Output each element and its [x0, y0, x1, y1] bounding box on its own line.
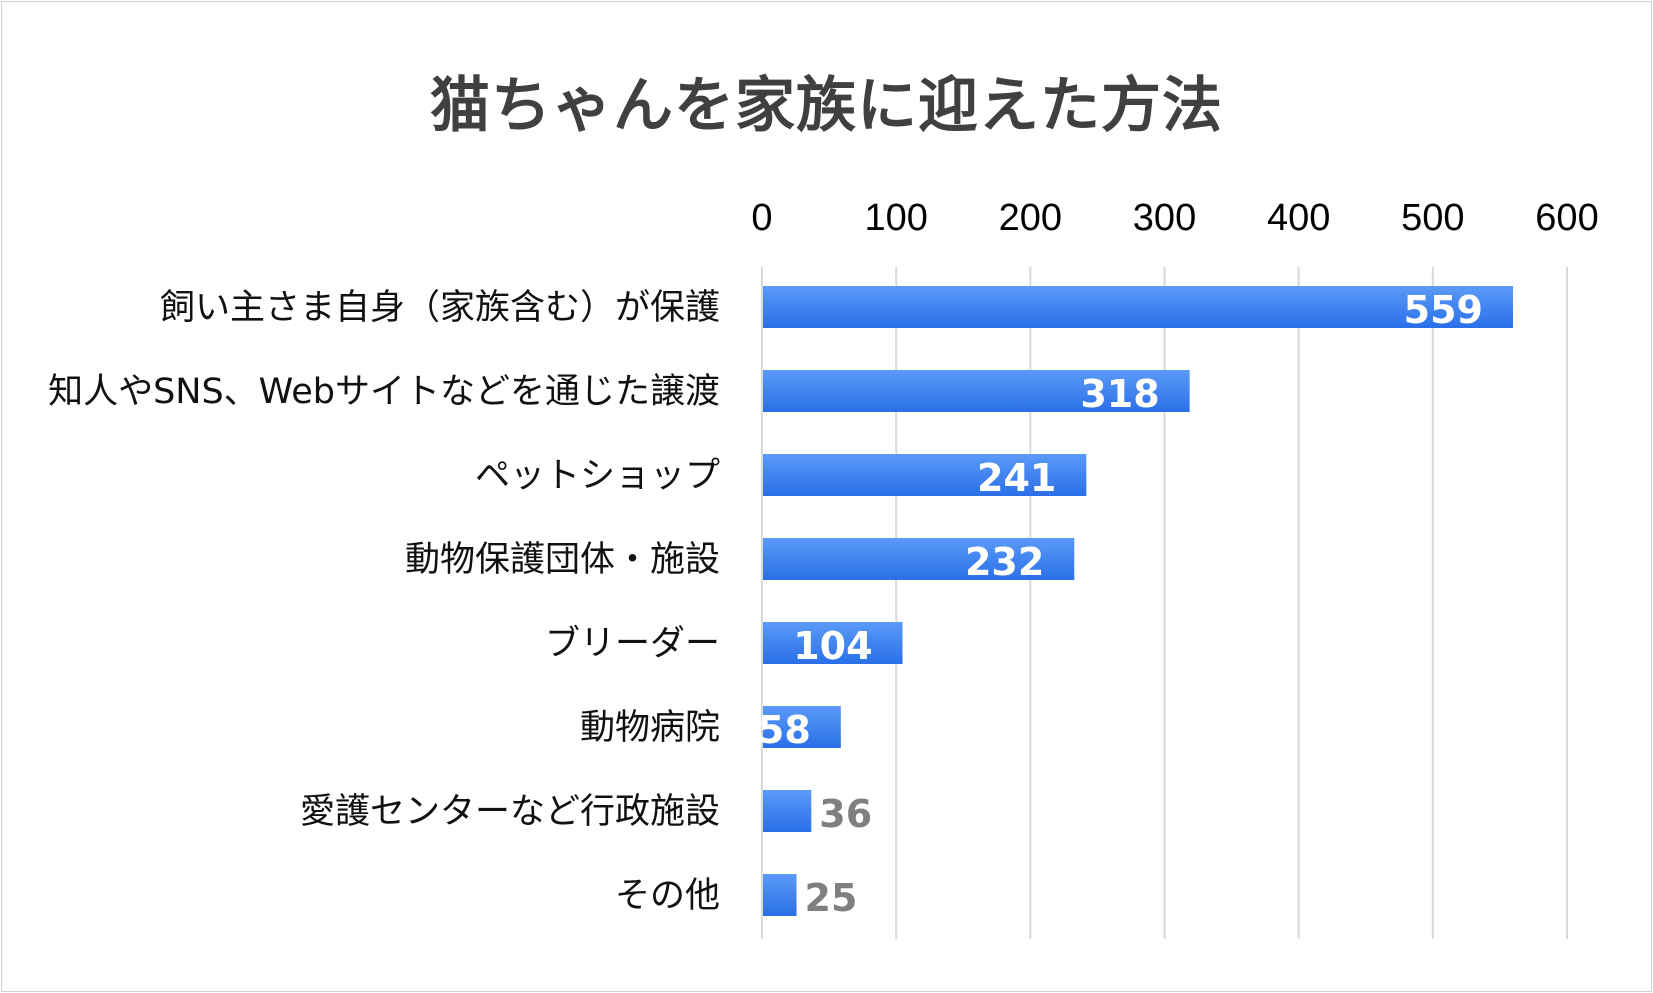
x-axis-ticks: 0 100 200 300 400 500 600: [751, 197, 1598, 239]
category-label-6: 愛護センターなど行政施設: [300, 792, 720, 832]
category-label-4: ブリーダー: [545, 624, 720, 664]
chart-title: 猫ちゃんを家族に迎えた方法: [430, 71, 1223, 141]
bar-0: [763, 286, 1513, 328]
x-tick-label-600: 600: [1535, 197, 1598, 239]
data-label-6: 36: [819, 792, 872, 836]
data-label-2: 241: [977, 456, 1056, 500]
bar-4: [763, 622, 903, 664]
category-label-0: 飼い主さま自身（家族含む）が保護: [160, 288, 720, 328]
x-tick-label-300: 300: [1133, 197, 1196, 239]
bars: [763, 286, 1513, 916]
category-labels: 飼い主さま自身（家族含む）が保護知人やSNS、Webサイトなどを通じた譲渡ペット…: [48, 288, 720, 916]
data-label-0: 559: [1404, 288, 1483, 332]
bar-5: [763, 706, 841, 748]
x-tick-label-100: 100: [864, 197, 927, 239]
category-label-7: その他: [615, 876, 720, 916]
data-label-7: 25: [805, 876, 858, 920]
data-label-3: 232: [965, 540, 1044, 584]
bar-6: [763, 790, 812, 832]
category-label-2: ペットショップ: [475, 456, 720, 496]
bar-3: [763, 538, 1075, 580]
x-tick-label-400: 400: [1267, 197, 1330, 239]
category-label-5: 動物病院: [580, 708, 720, 748]
data-label-4: 104: [793, 624, 872, 668]
x-tick-label-0: 0: [751, 197, 772, 239]
category-label-1: 知人やSNS、Webサイトなどを通じた譲渡: [48, 372, 720, 412]
gridlines: [761, 267, 1568, 939]
data-label-5: 58: [758, 708, 811, 752]
category-label-3: 動物保護団体・施設: [405, 540, 720, 580]
x-tick-label-200: 200: [999, 197, 1062, 239]
data-label-1: 318: [1080, 372, 1159, 416]
bar-2: [763, 454, 1087, 496]
x-tick-label-500: 500: [1401, 197, 1464, 239]
bar-7: [763, 874, 797, 916]
bar-1: [763, 370, 1190, 412]
